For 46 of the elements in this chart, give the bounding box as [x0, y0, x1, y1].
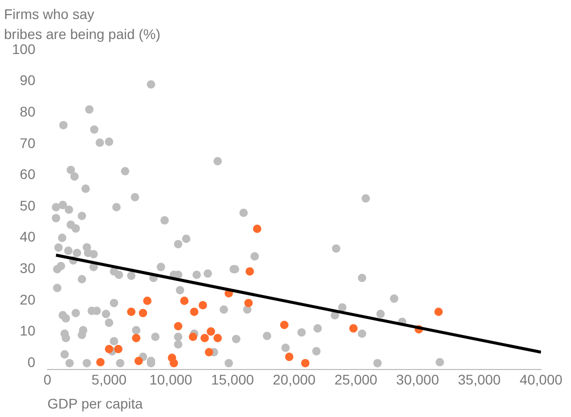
point — [434, 308, 443, 316]
y-tick-label: 50 — [20, 197, 36, 214]
point — [127, 308, 136, 316]
x-tick-label: 30,000 — [396, 372, 440, 388]
y-tick-label: 0 — [28, 354, 36, 370]
point — [301, 358, 310, 368]
point — [180, 296, 189, 306]
point — [143, 296, 152, 306]
point — [134, 356, 143, 366]
x-tick-label: 5,000 — [92, 372, 127, 388]
point — [96, 358, 105, 366]
y-tick-label: 70 — [20, 134, 36, 151]
y-tick-label: 40 — [20, 228, 36, 245]
point — [138, 308, 148, 318]
y-tick-label: 90 — [20, 72, 36, 88]
y-tick-label: 10 — [20, 322, 36, 339]
point — [244, 298, 253, 308]
y-tick-label: 60 — [20, 166, 36, 182]
point — [200, 334, 209, 342]
x-tick-label: 0 — [43, 372, 52, 388]
x-tick-label: 25,000 — [334, 372, 378, 388]
x-tick-label: 15,000 — [211, 372, 254, 388]
point — [285, 352, 294, 362]
point — [188, 332, 198, 342]
y-tick-label: 30 — [20, 260, 36, 276]
x-tick-label: 40,000 — [520, 372, 563, 388]
point — [198, 301, 208, 310]
y-tick-label: 80 — [20, 103, 36, 120]
point — [246, 267, 254, 276]
x-tick-label: 10,000 — [149, 372, 192, 388]
point — [204, 348, 214, 356]
y-tick-label: 20 — [20, 291, 36, 308]
point — [132, 334, 140, 342]
point — [349, 324, 358, 333]
point — [280, 320, 289, 330]
point — [252, 224, 262, 233]
point — [174, 322, 182, 330]
point — [213, 334, 222, 342]
point — [170, 358, 178, 368]
x-axis-title: GDP per capita — [47, 395, 144, 412]
point — [206, 327, 216, 336]
x-tick-label: 20,000 — [272, 372, 316, 388]
x-tick-label: 35,000 — [458, 372, 501, 388]
point — [190, 308, 198, 316]
point — [104, 344, 114, 354]
point — [114, 344, 123, 354]
